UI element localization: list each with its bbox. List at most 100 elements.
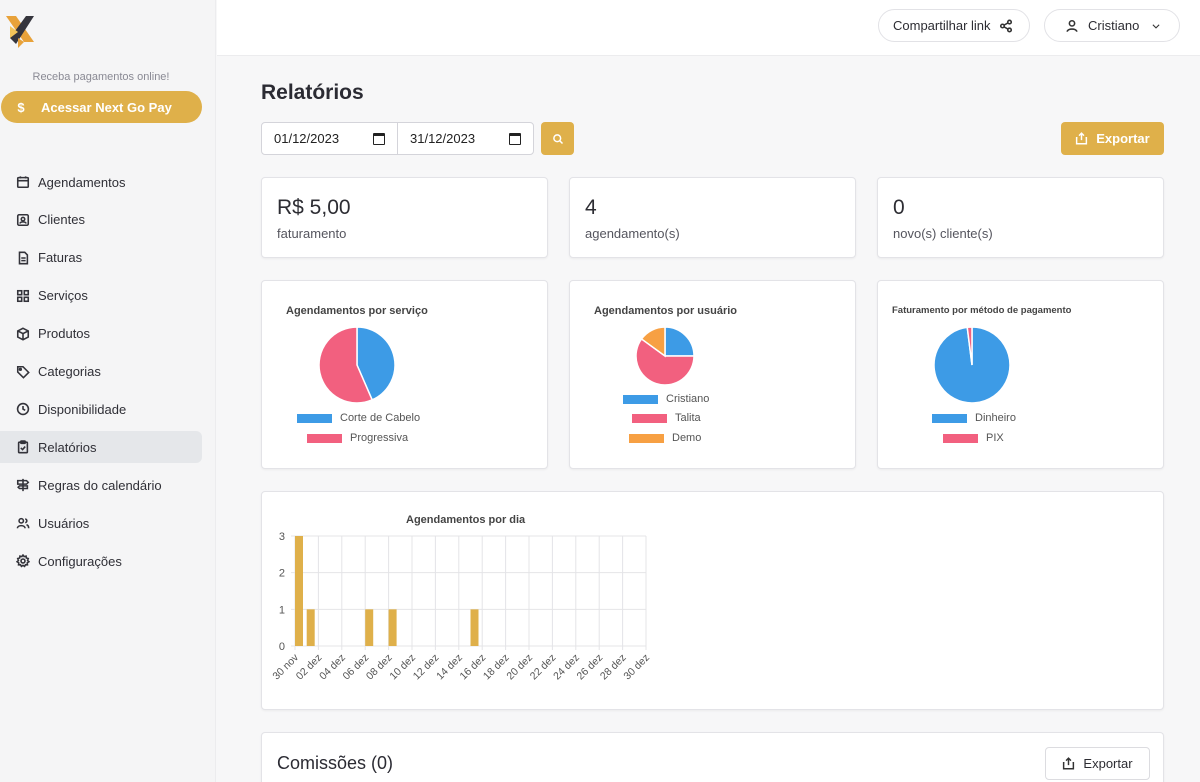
sidebar-item-label: Clientes <box>38 212 85 228</box>
sidebar-item-servi-os[interactable]: Serviços <box>0 280 202 312</box>
sidebar-item-usu-rios[interactable]: Usuários <box>0 507 202 539</box>
sidebar-item-label: Serviços <box>38 288 88 304</box>
sidebar-item-label: Agendamentos <box>38 174 126 190</box>
bar-08-dez[interactable] <box>388 609 397 646</box>
legend-item[interactable]: Dinheiro <box>932 412 1016 424</box>
sidebar-item-configura-es[interactable]: Configurações <box>0 545 202 577</box>
stat-value: 4 <box>585 196 597 219</box>
legend-swatch <box>632 413 667 423</box>
legend-swatch <box>297 413 332 423</box>
bar-01-dez[interactable] <box>306 609 315 646</box>
top-bar: Compartilhar link Cristiano <box>217 0 1200 56</box>
legend-label: Dinheiro <box>975 412 1016 424</box>
sidebar-item-label: Disponibilidade <box>38 401 127 417</box>
pie-chart-payment[interactable] <box>878 281 1165 470</box>
share-link-button[interactable]: Compartilhar link <box>878 9 1030 42</box>
bar-06-dez[interactable] <box>365 609 374 646</box>
search-icon <box>552 133 563 144</box>
sidebar-item-label: Usuários <box>38 515 90 531</box>
pie-chart-user[interactable] <box>570 281 857 470</box>
legend-swatch <box>307 433 342 443</box>
stat-label: novo(s) cliente(s) <box>893 226 993 241</box>
commissions-card: Comissões (0) Exportar <box>261 732 1164 782</box>
date-from-value: 01/12/2023 <box>274 131 340 146</box>
legend-swatch <box>623 394 658 404</box>
grid-icon <box>16 289 30 303</box>
commissions-export-button[interactable]: Exportar <box>1045 747 1150 780</box>
export-icon <box>1063 757 1075 770</box>
clipboard-icon <box>16 440 30 454</box>
date-to-value: 31/12/2023 <box>410 131 476 146</box>
pie-chart-service[interactable] <box>262 281 549 470</box>
date-to-input[interactable]: 31/12/2023 <box>397 122 534 155</box>
legend-label: Demo <box>672 432 702 444</box>
sidebar-item-produtos[interactable]: Produtos <box>0 318 202 350</box>
page-title: Relatórios <box>261 81 364 104</box>
legend-swatch <box>629 433 664 443</box>
calendar-icon <box>16 175 30 189</box>
calendar-icon[interactable] <box>373 133 385 145</box>
y-tick-label: 3 <box>279 531 285 543</box>
stat-label: faturamento <box>277 226 347 241</box>
sidebar-item-regras-do-calend-rio[interactable]: Regras do calendário <box>0 469 202 501</box>
clock-icon <box>16 402 30 416</box>
calendar-icon[interactable] <box>509 133 521 145</box>
user-name: Cristiano <box>1088 18 1140 33</box>
app-logo[interactable] <box>4 12 38 50</box>
share-link-label: Compartilhar link <box>893 18 991 33</box>
users-icon <box>16 516 30 530</box>
search-button[interactable] <box>541 122 574 155</box>
stat-card-new-clients: 0 novo(s) cliente(s) <box>877 177 1164 258</box>
export-button[interactable]: Exportar <box>1061 122 1164 155</box>
sidebar-item-disponibilidade[interactable]: Disponibilidade <box>0 393 202 425</box>
dollar-icon: $ <box>17 99 25 115</box>
sidebar-item-label: Relatórios <box>38 439 97 455</box>
pie-slice-demo[interactable] <box>640 326 666 358</box>
user-menu-button[interactable]: Cristiano <box>1044 9 1180 42</box>
tag-icon <box>16 365 30 379</box>
next-go-pay-button[interactable]: $ Acessar Next Go Pay <box>1 91 202 123</box>
legend-item[interactable]: PIX <box>943 432 1004 444</box>
y-tick-label: 0 <box>279 641 285 653</box>
pie-card-payment: Faturamento por método de pagamento Dinh… <box>877 280 1164 469</box>
date-from-input[interactable]: 01/12/2023 <box>261 122 398 155</box>
export-icon <box>1076 132 1088 145</box>
document-icon <box>16 251 30 265</box>
sidebar-item-label: Produtos <box>38 326 91 342</box>
legend-item[interactable]: Cristiano <box>623 393 709 405</box>
sidebar-item-relat-rios[interactable]: Relatórios <box>0 431 202 464</box>
sidebar-item-categorias[interactable]: Categorias <box>0 356 202 388</box>
signpost-icon <box>16 478 30 492</box>
legend-swatch <box>943 433 978 443</box>
bar-30-nov[interactable] <box>295 536 303 646</box>
bar-chart-title: Agendamentos por dia <box>406 514 526 526</box>
stat-card-appointments: 4 agendamento(s) <box>569 177 856 258</box>
legend-item[interactable]: Progressiva <box>307 432 408 444</box>
sidebar-item-label: Faturas <box>38 250 83 266</box>
gear-icon <box>16 554 30 568</box>
pie-slice-talita[interactable] <box>635 337 695 386</box>
next-go-pay-label: Acessar Next Go Pay <box>41 99 172 115</box>
legend-label: Cristiano <box>666 393 710 405</box>
sidebar-item-agendamentos[interactable]: Agendamentos <box>0 166 202 198</box>
pie-slice-pix[interactable] <box>966 326 973 366</box>
pie-title: Agendamentos por serviço <box>286 305 428 317</box>
stat-value: 0 <box>893 196 905 219</box>
pie-slice-corte-de-cabelo[interactable] <box>356 326 396 401</box>
sidebar-item-clientes[interactable]: Clientes <box>0 204 202 236</box>
pie-slice-cristiano[interactable] <box>664 326 695 357</box>
legend-item[interactable]: Corte de Cabelo <box>297 412 420 424</box>
legend-label: Progressiva <box>350 432 409 444</box>
promo-text: Receba pagamentos online! <box>32 71 170 83</box>
x-tick-label: 30 dez <box>621 652 652 683</box>
sidebar-item-faturas[interactable]: Faturas <box>0 242 202 274</box>
bar-15-dez[interactable] <box>470 609 479 646</box>
legend-item[interactable]: Demo <box>629 432 701 444</box>
pie-slice-progressiva[interactable] <box>318 326 374 404</box>
legend-item[interactable]: Talita <box>632 412 701 424</box>
sidebar-item-label: Configurações <box>38 553 122 569</box>
user-icon <box>1065 19 1079 33</box>
share-icon <box>999 19 1013 33</box>
stat-value: R$ 5,00 <box>277 196 351 219</box>
